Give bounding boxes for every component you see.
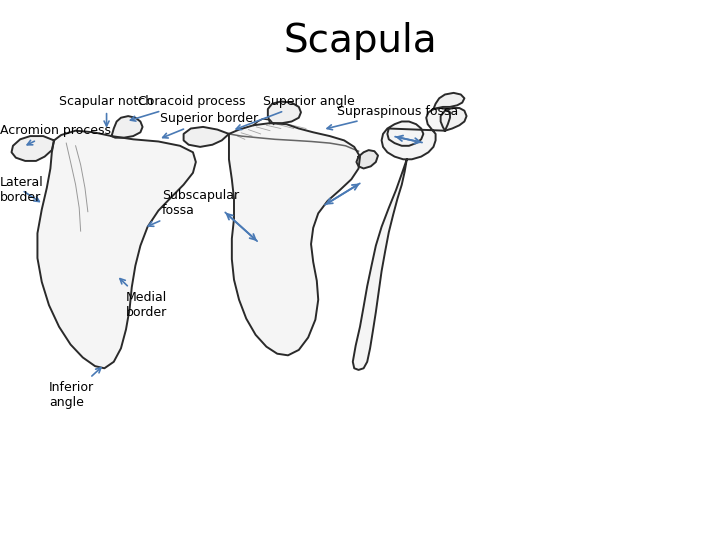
Polygon shape (441, 108, 467, 131)
Polygon shape (382, 108, 450, 159)
Polygon shape (356, 150, 378, 168)
Polygon shape (353, 159, 407, 370)
Polygon shape (433, 93, 464, 109)
Text: Medial
border: Medial border (120, 279, 167, 319)
Text: Scapular notch: Scapular notch (60, 95, 153, 126)
Text: Supraspinous fossa: Supraspinous fossa (327, 105, 458, 130)
Polygon shape (37, 131, 196, 368)
Polygon shape (112, 116, 143, 138)
Text: Acromion process: Acromion process (0, 124, 111, 145)
Polygon shape (229, 123, 360, 355)
Text: Lateral
border: Lateral border (0, 176, 44, 204)
Text: Superior border: Superior border (160, 112, 258, 138)
Polygon shape (184, 127, 229, 147)
Text: Superior angle: Superior angle (236, 95, 354, 130)
Text: Inferior
angle: Inferior angle (49, 368, 101, 409)
Polygon shape (268, 102, 301, 123)
Text: Subscapular
fossa: Subscapular fossa (148, 189, 239, 226)
Text: Coracoid process: Coracoid process (130, 95, 246, 121)
Polygon shape (12, 136, 54, 161)
Text: Scapula: Scapula (283, 22, 437, 59)
